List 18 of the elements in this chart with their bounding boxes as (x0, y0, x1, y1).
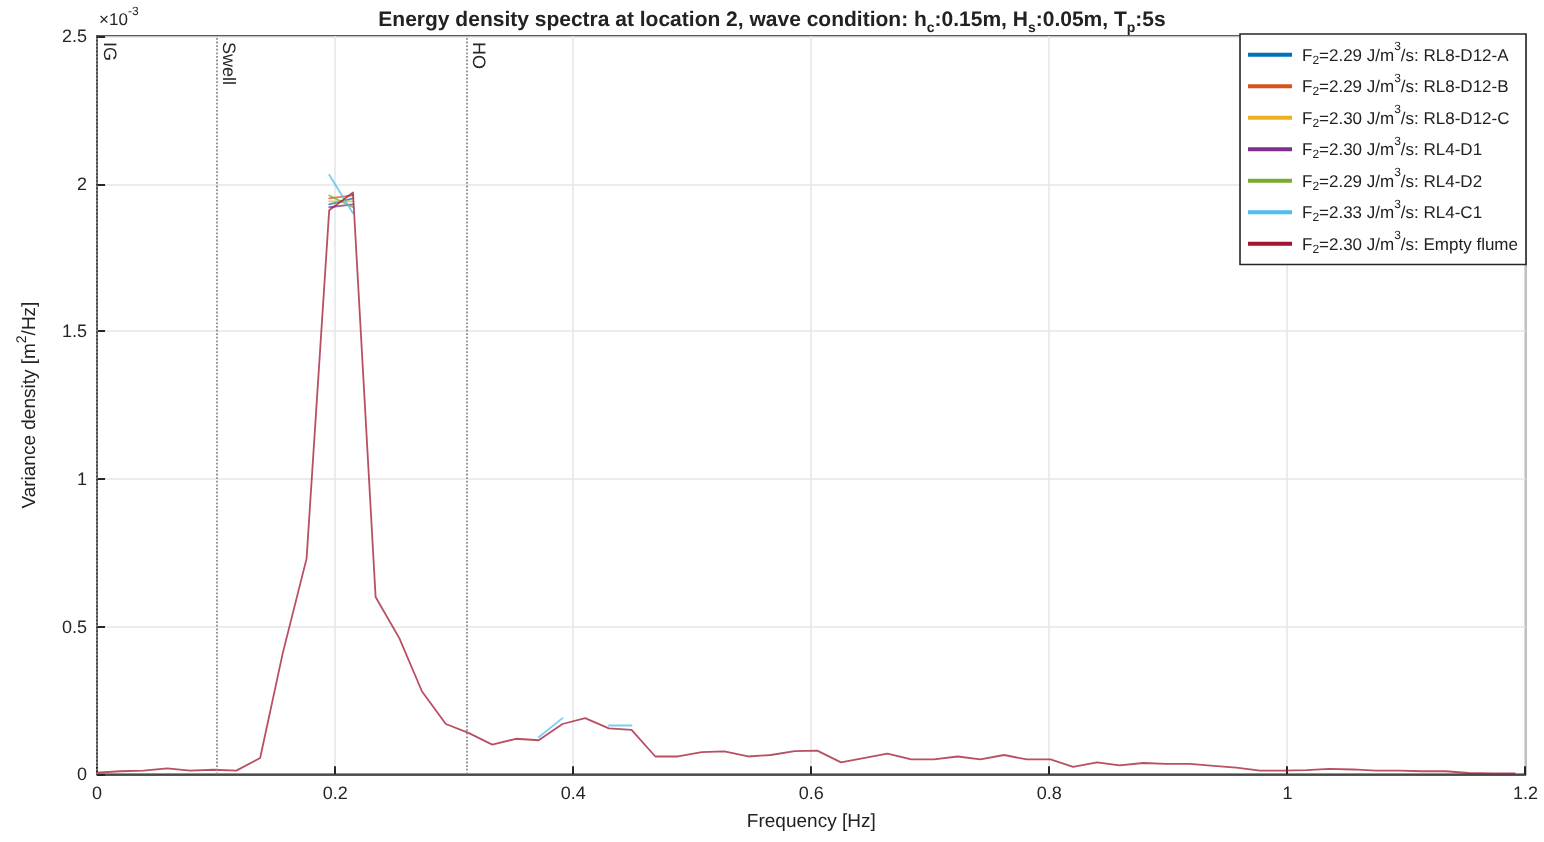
ref-line-label: Swell (219, 42, 240, 86)
y-tick-label: 0.5 (62, 616, 88, 637)
x-tick-label: 1.2 (1512, 783, 1538, 804)
line-series (96, 191, 1516, 775)
x-tick-label: 0.2 (322, 783, 348, 804)
x-tick-label: 0.4 (560, 783, 586, 804)
y-tick-label: 1.5 (62, 321, 88, 342)
y-tick-label: 0 (77, 764, 88, 785)
y-tick-label: 1 (77, 468, 88, 489)
ref-line-label: IG (100, 42, 121, 62)
x-tick-label: 0.6 (798, 783, 824, 804)
y-tick-label: 2.5 (62, 26, 88, 46)
y-tick-label: 2 (77, 173, 88, 194)
x-tick-label: 1 (1282, 783, 1293, 804)
ref-line-label: HO (469, 42, 490, 69)
x-tick-label: 0.8 (1036, 783, 1062, 804)
x-axis-title: Frequency [Hz] (746, 811, 876, 833)
x-tick-label: 0 (92, 783, 103, 804)
